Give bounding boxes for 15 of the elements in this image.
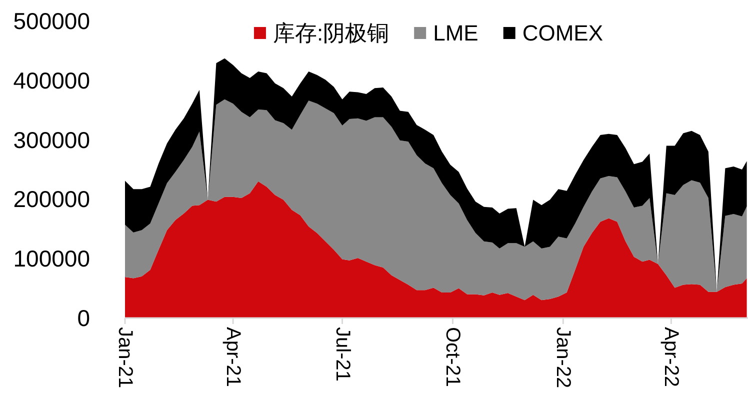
x-tick-label: Apr-21 [222, 327, 244, 388]
x-tick-label: Jan-22 [552, 327, 574, 388]
x-tick-label: Jan-21 [114, 327, 136, 388]
y-tick-label: 300000 [13, 126, 90, 153]
legend-label: COMEX [522, 20, 604, 46]
x-tick-label: Oct-21 [442, 327, 464, 388]
x-tick-label: Jul-21 [331, 327, 354, 382]
x-tick-label: Apr-22 [660, 327, 682, 388]
y-tick-label: 0 [77, 305, 90, 331]
y-tick-label: 400000 [13, 67, 90, 94]
y-tick-label: 100000 [13, 246, 90, 272]
legend-label: LME [433, 20, 478, 46]
legend-label: 库存:阴极铜 [272, 20, 390, 46]
y-tick-label: 500000 [13, 8, 90, 34]
y-tick-label: 200000 [13, 186, 90, 212]
